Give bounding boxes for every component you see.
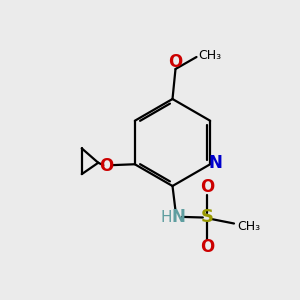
Text: CH₃: CH₃ (237, 220, 260, 233)
Text: O: O (99, 157, 113, 175)
Text: O: O (168, 53, 183, 71)
Text: H: H (161, 210, 172, 225)
Text: N: N (208, 154, 223, 172)
Text: CH₃: CH₃ (198, 49, 221, 62)
Text: O: O (200, 238, 214, 256)
Text: S: S (200, 208, 214, 226)
Text: N: N (172, 208, 185, 226)
Text: O: O (200, 178, 214, 196)
